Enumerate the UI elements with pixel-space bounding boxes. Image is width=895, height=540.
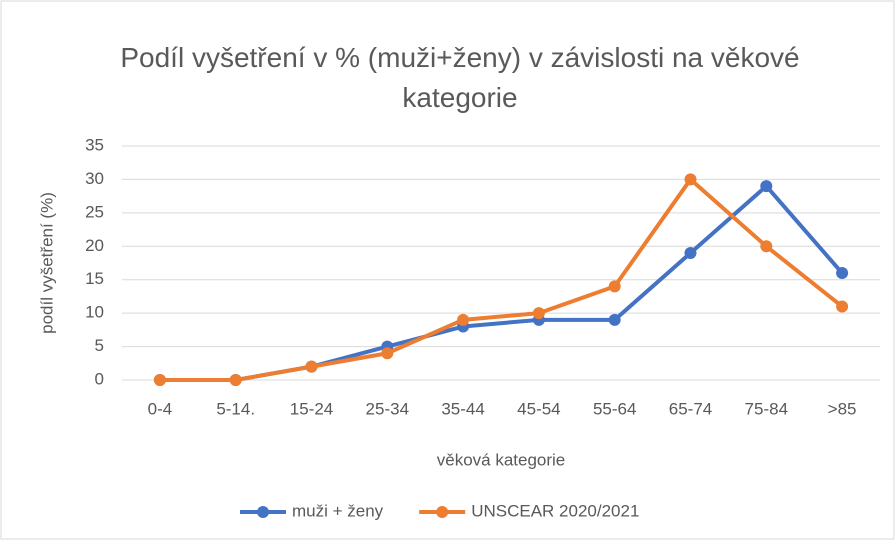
series-line (159, 177, 844, 382)
data-point (836, 300, 849, 313)
x-tick-label: 25-34 (366, 399, 409, 418)
data-point (532, 307, 545, 320)
x-tick-label: 75-84 (745, 399, 788, 418)
legend-label: muži + ženy (292, 501, 384, 520)
x-tick-label: 0-4 (148, 399, 173, 418)
y-tick-label: 5 (95, 336, 104, 355)
data-point (608, 313, 621, 326)
x-tick-label: 65-74 (669, 399, 712, 418)
y-tick-label: 15 (85, 269, 104, 288)
data-point (684, 246, 697, 259)
y-tick-label: 35 (85, 135, 104, 154)
data-point (760, 180, 773, 193)
data-point (760, 240, 773, 253)
x-tick-label: 45-54 (517, 399, 560, 418)
series-line (159, 184, 844, 382)
data-point (457, 313, 470, 326)
data-point (229, 374, 242, 386)
data-point (608, 280, 621, 293)
x-tick-label: 15-24 (290, 399, 333, 418)
y-tick-label: 25 (85, 202, 104, 221)
x-tick-label: >85 (828, 399, 857, 418)
data-point (381, 347, 394, 360)
legend-marker (436, 506, 449, 518)
data-point (836, 267, 849, 280)
data-point (684, 173, 697, 186)
y-axis-label: podíl vyšetření (%) (37, 192, 56, 334)
legend-label: UNSCEAR 2020/2021 (471, 501, 639, 520)
x-tick-label: 55-64 (593, 399, 636, 418)
x-tick-label: 5-14. (216, 399, 255, 418)
chart-title: Podíl vyšetření v % (muži+ženy) v závisl… (120, 42, 800, 113)
y-tick-label: 0 (95, 369, 104, 388)
x-axis-label: věková kategorie (437, 450, 566, 469)
x-tick-label: 35-44 (441, 399, 484, 418)
y-tick-label: 30 (85, 169, 104, 188)
legend-marker (257, 506, 269, 518)
data-point (305, 360, 318, 373)
data-point (153, 374, 166, 386)
y-tick-label: 10 (85, 303, 104, 322)
y-tick-label: 20 (85, 236, 104, 255)
